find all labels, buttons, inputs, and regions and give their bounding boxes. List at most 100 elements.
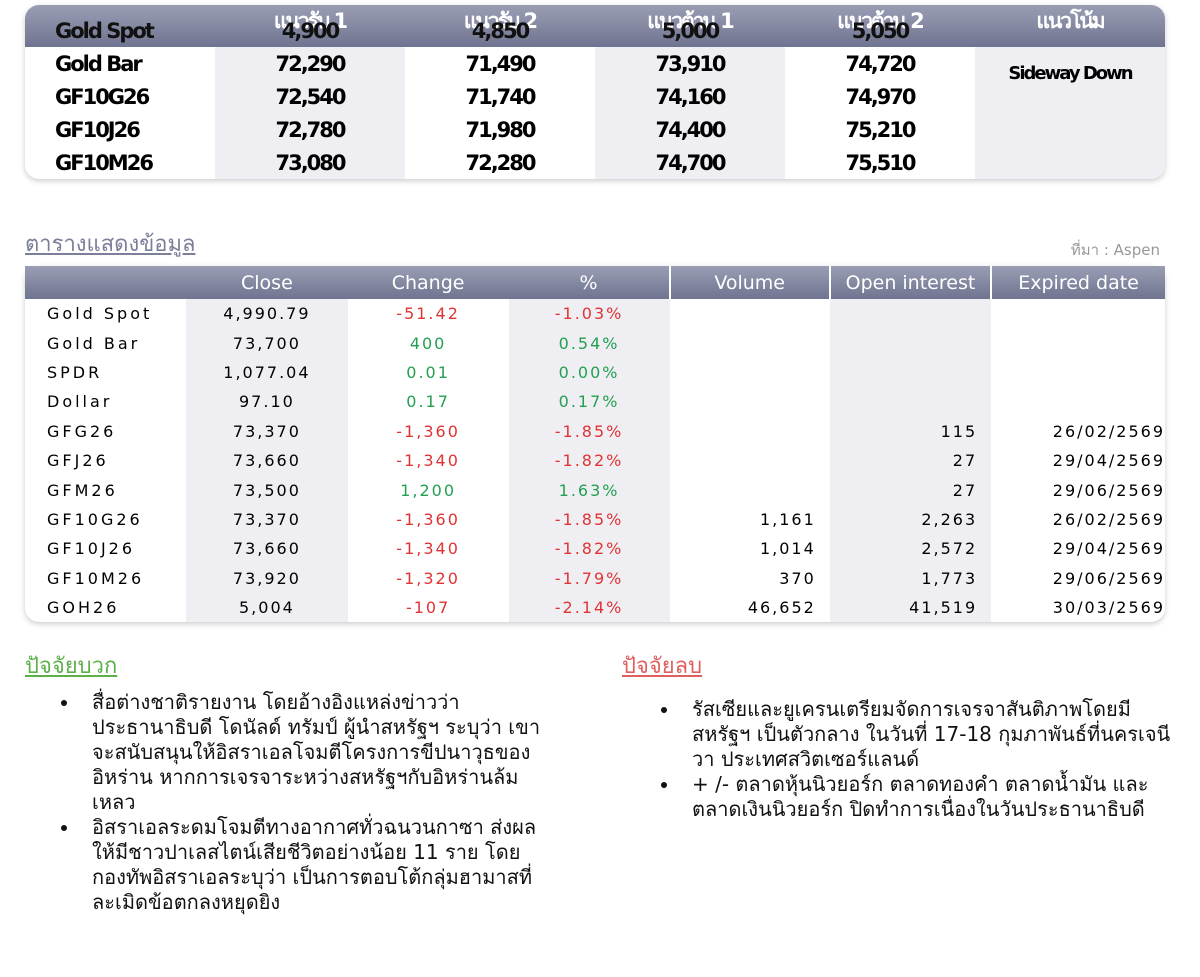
cell: GFG26 xyxy=(47,421,117,441)
positive-title: ปัจจัยบวก xyxy=(25,654,118,679)
cell: 74,720 xyxy=(845,51,916,76)
row: GF10M26 73,080 72,280 74,700 75,510 xyxy=(25,146,1165,179)
cell xyxy=(991,387,1165,416)
cell: 30/03/2569 xyxy=(1052,598,1165,618)
cell: 74,160 xyxy=(595,80,785,113)
spot-value: 5,000 xyxy=(661,19,720,43)
column-label: แนวต้าน 2 xyxy=(837,9,924,33)
cell xyxy=(670,299,830,328)
row: GF10J26 72,780 71,980 74,400 75,210 xyxy=(25,113,1165,146)
trend: Sideway Down xyxy=(975,47,1165,179)
cell: 5,004 xyxy=(186,592,348,623)
cell xyxy=(829,328,992,358)
source: ที่มา : Aspen xyxy=(1070,241,1160,259)
cell: 75,210 xyxy=(845,117,916,142)
row: Gold Bar 73,700 400 0.54% xyxy=(25,328,1165,358)
cell xyxy=(829,299,992,329)
cell xyxy=(991,328,1165,357)
cell: 73,370 xyxy=(186,416,348,446)
header-cell: แนวโน้ม xyxy=(975,5,1165,47)
cell: Gold Bar xyxy=(55,51,143,76)
cell xyxy=(991,299,1165,328)
cell: -1,320 xyxy=(396,568,460,588)
cell xyxy=(829,387,992,417)
column-label: แนวโน้ม xyxy=(1036,9,1105,33)
row: SPDR 1,077.04 0.01 0.00% xyxy=(25,357,1165,388)
cell: 71,980 xyxy=(465,117,536,142)
cell xyxy=(670,358,830,387)
cell: 26/02/2569 xyxy=(1052,509,1165,529)
cell: 115 xyxy=(829,416,992,446)
cell: 1,200 xyxy=(400,480,456,500)
cell: 400 xyxy=(409,333,447,353)
cell: Gold Bar xyxy=(47,333,141,353)
spot-value: 5,050 xyxy=(851,19,910,43)
cell: GF10M26 xyxy=(47,568,145,588)
cell: 2,263 xyxy=(829,504,992,535)
spot-value: 4,850 xyxy=(471,19,530,43)
data-table: Close Change% Volume Open interest Expired d… xyxy=(25,266,1165,623)
column-label: แนวต้าน 1 xyxy=(647,9,734,33)
cell: GF10G26 xyxy=(55,84,150,109)
cell: 73,910 xyxy=(595,47,785,80)
cell: 1,773 xyxy=(829,563,992,593)
cell: 1,161 xyxy=(759,509,816,529)
cell: 370 xyxy=(779,568,816,588)
cell: 29/04/2569 xyxy=(1052,539,1165,559)
header-cell: Volume xyxy=(668,266,830,299)
header-row: Close Change% Volume Open interest Expired d… xyxy=(25,266,1165,299)
cell xyxy=(670,328,830,357)
cell: -51.42 xyxy=(396,304,460,324)
header-cell: Expired date xyxy=(990,266,1165,299)
cell: 73,700 xyxy=(186,328,348,358)
cell xyxy=(670,446,830,475)
header-cell: Change xyxy=(347,266,509,299)
cell: 46,652 xyxy=(747,598,816,618)
factor-item: สื่อต่างชาติรายงาน โดยอ้างอิงแหล่งข่าวว่… xyxy=(80,690,550,815)
section-title: ตารางแสดงข้อมูล xyxy=(25,232,196,257)
cell: 73,080 xyxy=(215,146,405,179)
cell: 72,540 xyxy=(215,80,405,113)
row: GF10G26 72,540 71,740 74,160 74,970 xyxy=(25,80,1165,113)
row: GF10M26 73,920 -1,320 -1.79% 370 1,773 29/06/2… xyxy=(25,563,1165,593)
cell: 73,370 xyxy=(186,504,348,535)
cell: GF10M26 xyxy=(55,150,154,175)
cell: -1.82% xyxy=(508,534,670,564)
row: GFJ26 73,660 -1,340 -1.82% 27 29/04/2569 xyxy=(25,445,1165,476)
header-cell: แนวรับ 1 4,900 xyxy=(215,5,405,47)
cell: Gold Spot xyxy=(47,304,153,324)
cell: 72,290 xyxy=(215,47,405,80)
row: GOH26 5,004 -107 -2.14% 46,652 41,519 30/03/25… xyxy=(25,592,1165,623)
cell: 0.54% xyxy=(508,328,670,358)
cell: 29/04/2569 xyxy=(1052,451,1165,471)
cell: -1.79% xyxy=(508,563,670,593)
cell xyxy=(670,475,830,504)
cell: GF10G26 xyxy=(47,509,143,529)
cell: 1,077.04 xyxy=(186,357,348,388)
header-cell: Close xyxy=(186,266,348,299)
header-cell: แนวต้าน 2 5,050 xyxy=(785,5,975,47)
data-table-box: Close Change% Volume Open interest Expired d… xyxy=(25,266,1165,623)
cell xyxy=(829,357,992,388)
column-label: แนวรับ 2 xyxy=(463,9,538,33)
cell: 73,660 xyxy=(186,445,348,476)
cell: 0.00% xyxy=(508,357,670,388)
header-cell: แนวต้าน 1 5,000 xyxy=(595,5,785,47)
cell: 2,572 xyxy=(829,534,992,564)
cell: 1.63% xyxy=(508,475,670,505)
cell: 73,920 xyxy=(186,563,348,593)
column-label: แนวรับ 1 xyxy=(273,9,348,33)
top-table: Gold Spot แนวรับ 1 4,900 แนวรับ 2 4,850 แนวต้… xyxy=(25,5,1165,179)
cell: 27 xyxy=(829,445,992,476)
cell: 75,510 xyxy=(845,150,916,175)
row: Dollar 97.10 0.17 0.17% xyxy=(25,387,1165,417)
cell xyxy=(670,417,830,446)
row: GF10J26 73,660 -1,340 -1.82% 1,014 2,572 29/04… xyxy=(25,534,1165,564)
header-cell xyxy=(25,266,187,299)
cell: 26/02/2569 xyxy=(1052,421,1165,441)
positive-list: สื่อต่างชาติรายงาน โดยอ้างอิงแหล่งข่าวว่… xyxy=(40,690,550,915)
cell: 74,970 xyxy=(845,84,916,109)
cell: -1,340 xyxy=(396,451,460,471)
cell: -1,340 xyxy=(396,539,460,559)
